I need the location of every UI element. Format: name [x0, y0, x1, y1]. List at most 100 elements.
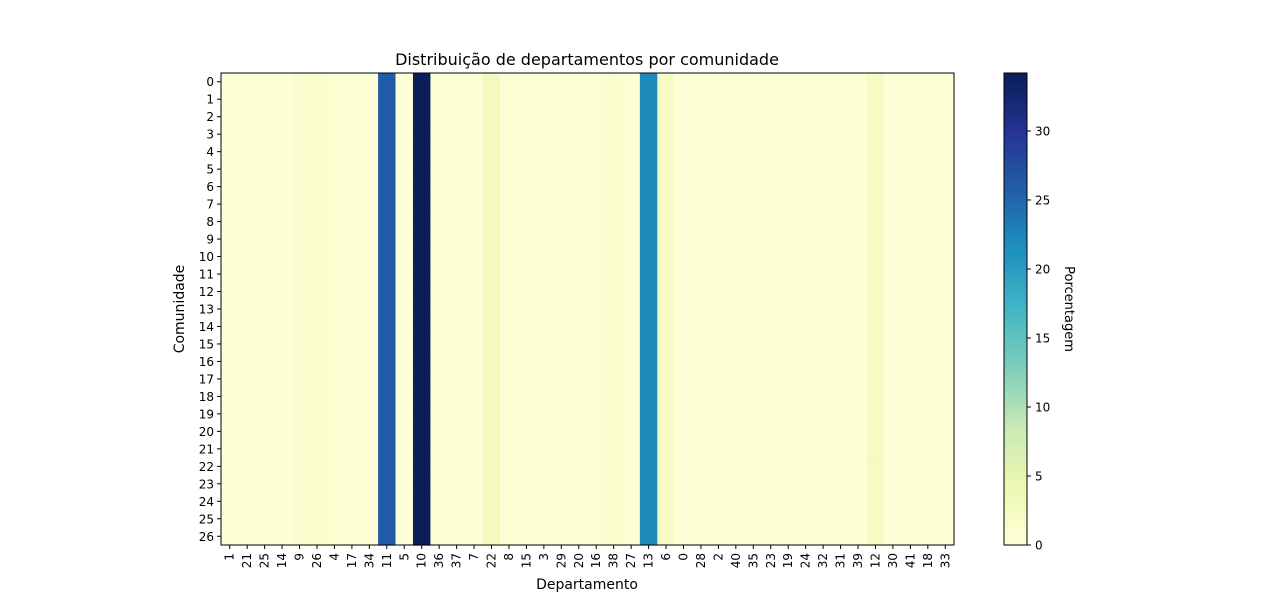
heatmap-cell: [273, 352, 292, 371]
heatmap-cell: [674, 527, 693, 546]
heatmap-cell: [238, 212, 257, 231]
heatmap-cell: [500, 440, 519, 459]
heatmap-cell: [535, 247, 554, 266]
heatmap-cell: [500, 510, 519, 529]
heatmap-cell: [796, 107, 815, 127]
heatmap-cell: [919, 422, 938, 441]
heatmap-cell: [622, 247, 641, 266]
heatmap-cell: [290, 475, 309, 494]
heatmap-cell: [919, 387, 938, 406]
heatmap-cell: [674, 73, 693, 92]
heatmap-cell: [570, 73, 589, 92]
heatmap-cell: [936, 405, 955, 424]
heatmap-cell: [727, 510, 746, 529]
y-tick-label: 6: [206, 180, 214, 194]
heatmap-cell: [622, 405, 641, 424]
heatmap-cell: [587, 230, 606, 249]
heatmap-cell: [238, 230, 257, 249]
heatmap-cell: [831, 475, 850, 494]
heatmap-cell: [901, 282, 920, 301]
heatmap-cell: [273, 73, 292, 92]
heatmap-cell: [709, 387, 728, 406]
heatmap-cell: [762, 300, 781, 319]
heatmap-cell: [430, 247, 449, 266]
heatmap-cell: [762, 265, 781, 284]
heatmap-cell: [866, 492, 885, 511]
heatmap-cell: [674, 90, 693, 109]
heatmap-cell: [325, 387, 344, 406]
heatmap-cell: [343, 212, 362, 231]
heatmap-cell: [901, 247, 920, 266]
heatmap-cell: [465, 510, 484, 529]
x-tick-label: 8: [502, 553, 516, 561]
x-tick-label: 24: [799, 553, 813, 568]
y-tick-label: 5: [206, 163, 214, 177]
heatmap-cell: [657, 160, 676, 179]
heatmap-cell: [657, 125, 676, 144]
heatmap-cell: [360, 107, 379, 127]
heatmap-cell: [936, 317, 955, 336]
x-tick-label: 9: [293, 553, 307, 561]
heatmap-cell: [849, 265, 868, 284]
heatmap-cell: [622, 73, 641, 92]
heatmap-cell: [430, 177, 449, 196]
heatmap-cell: [796, 282, 815, 301]
heatmap-cell: [657, 457, 676, 476]
heatmap-cell: [482, 125, 501, 144]
heatmap-cell: [465, 107, 484, 127]
colorbar-tick-label: 10: [1035, 400, 1050, 414]
heatmap-cell: [622, 90, 641, 109]
heatmap-cell: [290, 317, 309, 336]
heatmap-cell: [744, 352, 763, 371]
y-tick-label: 12: [199, 285, 214, 299]
heatmap-cell: [343, 492, 362, 511]
heatmap-cell: [290, 282, 309, 301]
heatmap-cell: [744, 475, 763, 494]
heatmap-cell: [884, 405, 903, 424]
heatmap-cell: [395, 475, 414, 494]
heatmap-cell: [657, 405, 676, 424]
heatmap-cell: [779, 212, 798, 231]
heatmap-cell: [639, 387, 658, 406]
heatmap-cell: [744, 73, 763, 92]
heatmap-cell: [308, 317, 327, 336]
heatmap-cell: [570, 90, 589, 109]
heatmap-cell: [674, 195, 693, 214]
heatmap-cell: [535, 73, 554, 92]
heatmap-cell: [290, 422, 309, 441]
heatmap-cell: [744, 90, 763, 109]
heatmap-cell: [517, 125, 536, 144]
heatmap-cell: [447, 107, 466, 127]
heatmap-cell: [762, 405, 781, 424]
heatmap-cell: [604, 247, 624, 266]
heatmap-cell: [779, 247, 798, 266]
heatmap-cell: [901, 212, 920, 231]
heatmap-cell: [744, 370, 763, 389]
heatmap-cell: [447, 370, 466, 389]
heatmap-cell: [517, 387, 536, 406]
heatmap-cell: [395, 527, 414, 546]
heatmap-cell: [744, 282, 763, 301]
y-tick-label: 8: [206, 215, 214, 229]
heatmap-cell: [517, 160, 536, 179]
heatmap-cell: [919, 73, 938, 92]
heatmap-cell: [587, 177, 606, 196]
y-tick-label: 9: [206, 233, 214, 247]
heatmap-cell: [500, 265, 519, 284]
heatmap-cell: [727, 317, 746, 336]
heatmap-cell: [273, 212, 292, 231]
heatmap-cell: [325, 212, 344, 231]
heatmap-cell: [639, 492, 658, 511]
heatmap-cell: [762, 387, 781, 406]
heatmap-cell: [255, 282, 274, 301]
heatmap-cell: [901, 160, 920, 179]
heatmap-cell: [831, 317, 850, 336]
heatmap-cell: [674, 230, 693, 249]
heatmap-cell: [779, 177, 798, 196]
heatmap-cell: [814, 492, 833, 511]
heatmap-cell: [674, 265, 693, 284]
heatmap-cell: [744, 247, 763, 266]
heatmap-cell: [500, 422, 519, 441]
heatmap-cell: [796, 230, 815, 249]
heatmap-cell: [692, 510, 711, 529]
